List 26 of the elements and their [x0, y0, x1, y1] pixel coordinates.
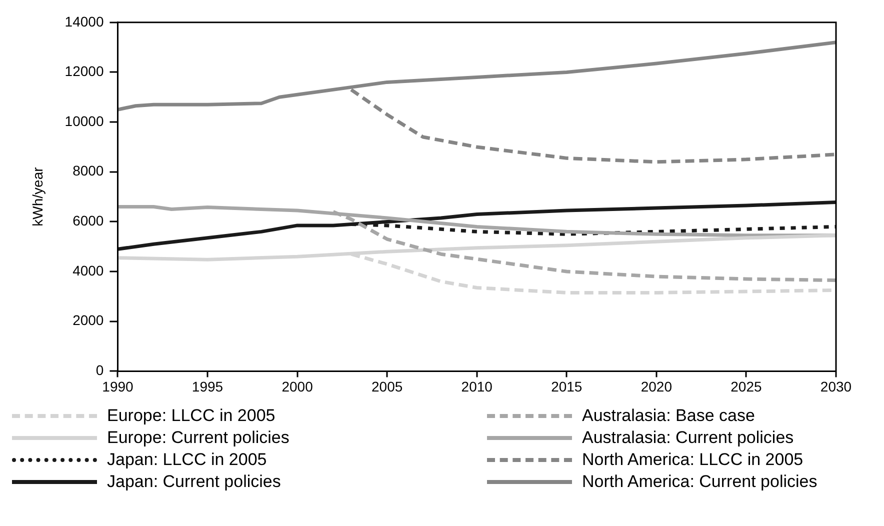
- legend-label: Japan: Current policies: [107, 472, 281, 492]
- legend-label: Europe: LLCC in 2005: [107, 406, 276, 426]
- y-axis-title: kWh/year: [29, 166, 46, 226]
- x-tick-label: 2005: [372, 378, 403, 394]
- y-tick-label: 12000: [64, 63, 104, 80]
- x-tick-label: 1995: [192, 378, 224, 394]
- legend-label: North America: Current policies: [582, 472, 818, 492]
- x-tick-label: 2020: [640, 378, 672, 394]
- legend-label: Europe: Current policies: [107, 428, 290, 448]
- y-tick-label: 14000: [64, 13, 104, 30]
- x-tick-label: 2015: [551, 378, 582, 394]
- x-tick-label: 2000: [282, 378, 314, 394]
- y-tick-label: 0: [96, 362, 104, 378]
- x-tick-label: 2030: [820, 378, 852, 394]
- x-tick-label: 2010: [461, 378, 493, 394]
- y-tick-label: 10000: [64, 112, 104, 129]
- x-tick-label: 1990: [102, 378, 134, 394]
- legend-label: Japan: LLCC in 2005: [107, 450, 267, 470]
- x-tick-label: 2025: [730, 378, 762, 394]
- y-tick-label: 4000: [72, 262, 104, 278]
- y-tick-label: 2000: [72, 312, 104, 328]
- legend-label: Australasia: Base case: [582, 406, 755, 426]
- y-tick-label: 6000: [72, 212, 104, 229]
- legend-label: North America: LLCC in 2005: [582, 450, 804, 470]
- y-tick-label: 8000: [72, 162, 104, 179]
- legend-label: Australasia: Current policies: [582, 428, 794, 448]
